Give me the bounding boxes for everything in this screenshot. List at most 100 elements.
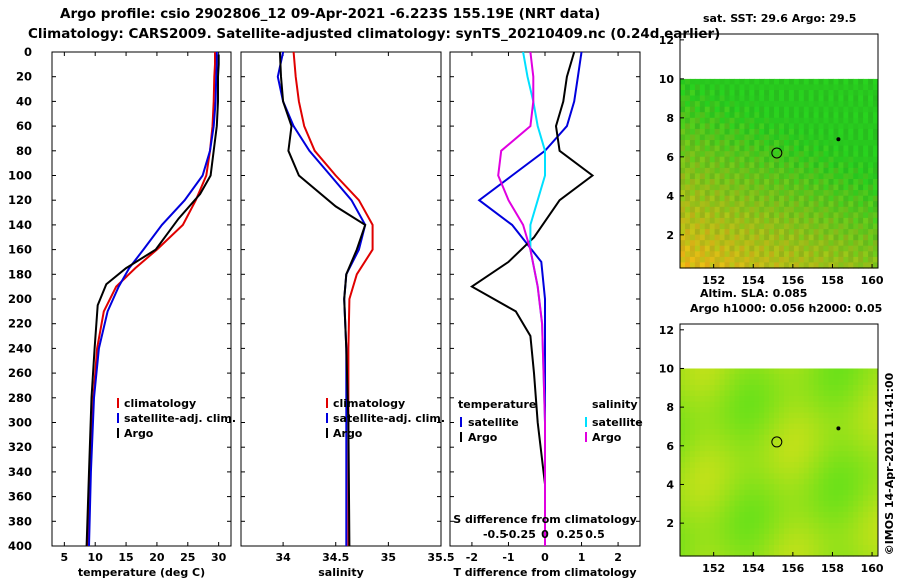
map-cell: [709, 195, 716, 202]
map-cell: [699, 179, 706, 186]
map-cell: [754, 506, 760, 513]
map-cell: [779, 545, 785, 552]
map-cell: [689, 528, 696, 535]
map-cell: [833, 489, 839, 496]
map-cell: [714, 234, 721, 241]
map-cell: [774, 379, 780, 386]
map-cell: [788, 206, 795, 213]
map-cell: [873, 151, 879, 158]
map-cell: [744, 500, 750, 507]
map-cell: [848, 489, 854, 496]
map-cell: [803, 484, 810, 491]
map-cell: [694, 234, 701, 241]
map-cell: [833, 379, 839, 386]
map-cell: [744, 528, 750, 535]
map-cell: [764, 156, 770, 163]
map-cell: [853, 234, 859, 241]
map-cell: [734, 229, 740, 236]
map-cell: [714, 434, 721, 441]
map-cell: [793, 145, 800, 152]
map-cell: [798, 434, 805, 441]
map-cell: [838, 156, 844, 163]
map-cell: [694, 167, 701, 175]
map-cell: [833, 407, 839, 414]
map-cell: [798, 533, 805, 540]
map-cell: [858, 451, 864, 458]
map-cell: [848, 184, 854, 191]
map-cell: [739, 473, 745, 480]
map-cell: [828, 478, 834, 485]
map-cell: [803, 134, 810, 141]
map-cell: [754, 167, 760, 175]
map-cell: [803, 489, 810, 496]
map-cell: [788, 368, 795, 375]
map-cell: [828, 240, 834, 247]
map-cell: [719, 128, 726, 136]
map-cell: [714, 201, 721, 208]
map-cell: [704, 484, 711, 491]
map-cell: [863, 167, 869, 175]
map-cell: [858, 396, 864, 403]
map-cell: [793, 95, 800, 102]
map-cell: [779, 245, 785, 252]
map-cell: [813, 511, 820, 518]
map-cell: [798, 396, 805, 403]
map-cell: [808, 467, 815, 474]
map-cell: [704, 550, 711, 557]
map-cell: [793, 451, 800, 458]
map-cell: [739, 412, 745, 419]
map-cell: [813, 440, 820, 447]
map-cell: [798, 145, 805, 152]
map-cell: [769, 511, 775, 518]
map-cell: [843, 396, 849, 403]
map-cell: [744, 445, 750, 452]
map-cell: [868, 251, 874, 258]
map-cell: [863, 445, 869, 452]
map-cell: [734, 106, 740, 113]
map-cell: [744, 511, 750, 518]
map-cell: [853, 223, 859, 230]
map-cell: [784, 434, 790, 441]
map-cell: [779, 484, 785, 491]
map-cell: [680, 78, 686, 86]
map-cell: [724, 112, 730, 119]
map-cell: [798, 418, 805, 425]
map-y-tick-label: 4: [666, 478, 674, 491]
map-cell: [813, 262, 820, 269]
map-cell: [754, 368, 760, 375]
map-cell: [704, 396, 711, 403]
map-cell: [764, 495, 770, 502]
map-cell: [828, 506, 834, 513]
map-cell: [808, 234, 815, 241]
map-cell: [788, 117, 795, 124]
map-cell: [699, 506, 706, 513]
map-cell: [689, 374, 696, 381]
map-cell: [798, 412, 805, 419]
map-cell: [863, 212, 869, 219]
map-cell: [808, 223, 815, 230]
map-cell: [853, 440, 859, 447]
map-cell: [808, 445, 815, 452]
map-cell: [685, 240, 691, 247]
map-cell: [685, 467, 691, 474]
map-cell: [853, 506, 859, 513]
map-cell: [853, 134, 859, 141]
map-cell: [818, 445, 825, 452]
map-cell: [754, 528, 760, 535]
map-cell: [680, 256, 686, 264]
map-cell: [848, 484, 854, 491]
map-cell: [798, 368, 805, 375]
map-cell: [793, 478, 800, 485]
map-cell: [843, 495, 849, 502]
map-cell: [719, 478, 726, 485]
map-cell: [744, 217, 750, 225]
map-cell: [833, 212, 839, 219]
map-cell: [793, 390, 800, 397]
map-cell: [823, 201, 829, 208]
map-cell: [828, 173, 834, 180]
map-cell: [774, 423, 780, 430]
map-cell: [868, 390, 874, 397]
map-cell: [818, 173, 825, 180]
map-x-tick-label: 152: [702, 274, 725, 287]
map-cell: [823, 251, 829, 258]
